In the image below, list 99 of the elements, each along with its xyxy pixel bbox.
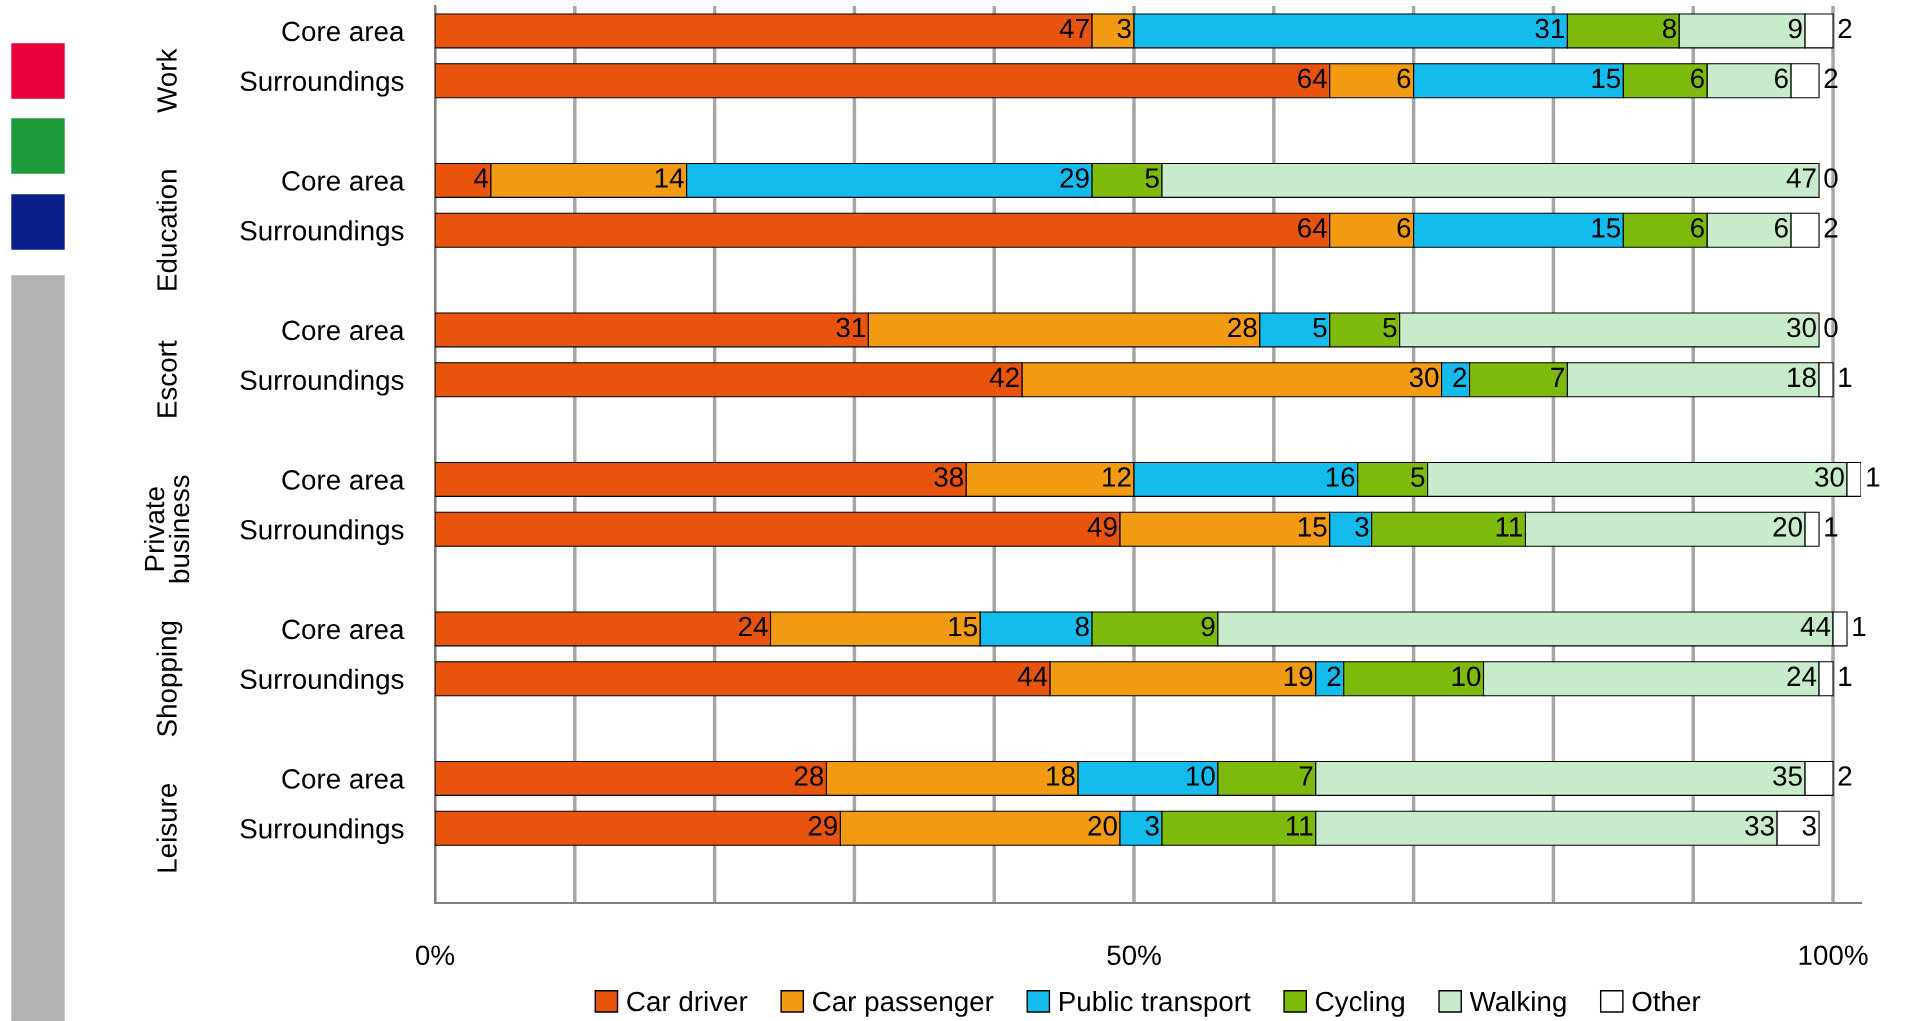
data-label: 3 (1145, 816, 1159, 836)
y-tick-label: Core area (282, 21, 405, 42)
data-label: 7 (1551, 367, 1564, 387)
data-label: 1 (1825, 517, 1838, 537)
data-label: 15 (1592, 68, 1621, 89)
data-label: 31 (836, 317, 865, 338)
data-label: 2 (1824, 68, 1838, 88)
legend-label: Car passenger (813, 991, 994, 1017)
data-label: 6 (1774, 68, 1788, 89)
data-label: 7 (1299, 766, 1313, 786)
y-tick-label: Surroundings (240, 369, 404, 396)
data-label: 5 (1145, 168, 1159, 188)
y-tick-label: Surroundings (240, 519, 404, 546)
y-tick-label: Surroundings (240, 668, 404, 695)
data-label: 8 (1662, 18, 1676, 39)
data-label: 5 (1383, 317, 1397, 338)
data-label: 3 (1355, 517, 1369, 537)
x-tick-label: 0% (416, 945, 455, 966)
data-label: 33 (1745, 816, 1774, 836)
data-label: 11 (1286, 816, 1313, 836)
data-label: 64 (1298, 68, 1327, 89)
data-label: 18 (1788, 367, 1816, 388)
data-label: 6 (1397, 68, 1411, 89)
data-label: 28 (1228, 317, 1257, 338)
data-label: 11 (1496, 517, 1523, 537)
y-tick-label: Core area (282, 320, 405, 341)
legend-label: Other (1632, 990, 1701, 1012)
data-label: 15 (1298, 517, 1327, 537)
x-tick-label: 100% (1799, 945, 1868, 966)
data-label: 1 (1839, 666, 1852, 686)
data-label: 24 (738, 616, 768, 637)
y-tick-label: Surroundings (240, 220, 404, 247)
data-label: 2 (1838, 766, 1852, 786)
legend-label: Car driver (627, 990, 748, 1012)
y-tick-label: Core area (282, 619, 405, 640)
data-label: 2 (1453, 367, 1467, 387)
data-label: 0 (1824, 168, 1838, 188)
data-label: 9 (1201, 616, 1215, 637)
data-label: 38 (934, 467, 963, 487)
data-label: 9 (1788, 18, 1802, 39)
data-label: 29 (1060, 168, 1089, 188)
data-label: 6 (1774, 218, 1788, 238)
y-tick-label: Surroundings (240, 70, 404, 97)
text: Work (156, 48, 177, 113)
y-tick-label: Core area (282, 171, 405, 191)
data-label: 1 (1867, 467, 1880, 487)
data-label: 6 (1397, 218, 1411, 238)
data-label: 30 (1787, 317, 1816, 338)
data-label: 3 (1117, 18, 1131, 39)
data-label: 19 (1284, 666, 1313, 687)
data-label: 16 (1326, 467, 1355, 487)
data-label: 47 (1786, 168, 1816, 188)
data-label: 2 (1824, 218, 1838, 238)
data-label: 44 (1800, 616, 1831, 637)
y-tick-label: Core area (282, 470, 405, 490)
data-label: 30 (1815, 467, 1844, 487)
legend-label: Cycling (1316, 990, 1404, 1017)
text: Education (156, 170, 177, 290)
legend-label: Public transport (1060, 990, 1251, 1017)
text: Private business (143, 475, 190, 583)
data-label: 0 (1824, 317, 1838, 338)
data-label: 18 (1047, 766, 1075, 786)
data-label: 3 (1802, 816, 1816, 836)
data-label: 6 (1691, 68, 1704, 89)
legend-label: Walking (1469, 990, 1566, 1017)
text: Escort (157, 340, 177, 417)
data-label: 49 (1087, 517, 1117, 537)
y-tick-label: Core area (282, 769, 405, 789)
data-label: 6 (1691, 218, 1704, 238)
data-label: 29 (808, 816, 838, 836)
data-label: 12 (1103, 467, 1131, 487)
text: Shopping (156, 621, 183, 737)
data-label: 31 (1535, 18, 1564, 39)
text: Leisure (156, 783, 177, 872)
data-label: 5 (1313, 317, 1327, 338)
data-label: 20 (1088, 816, 1117, 836)
data-label: 47 (1059, 18, 1089, 39)
data-label: 5 (1411, 467, 1425, 487)
x-tick-label: 50% (1107, 945, 1161, 966)
data-label: 15 (949, 616, 977, 637)
data-label: 10 (1452, 666, 1481, 687)
data-label: 64 (1298, 218, 1327, 238)
data-label: 8 (1075, 616, 1089, 637)
data-label: 24 (1787, 666, 1817, 686)
data-label: 4 (474, 168, 489, 188)
data-label: 14 (655, 168, 684, 188)
data-label: 35 (1773, 766, 1802, 786)
data-label: 44 (1017, 666, 1048, 686)
data-label: 2 (1327, 666, 1341, 686)
data-label: 20 (1773, 517, 1802, 537)
data-label: 42 (989, 367, 1019, 387)
data-label: 30 (1409, 367, 1439, 388)
data-label: 2 (1838, 18, 1852, 39)
data-label: 28 (794, 766, 824, 786)
data-label: 15 (1592, 218, 1621, 238)
data-label: 10 (1187, 766, 1215, 786)
data-label: 1 (1839, 367, 1852, 387)
y-tick-label: Surroundings (240, 818, 404, 845)
data-label: 1 (1853, 616, 1866, 637)
